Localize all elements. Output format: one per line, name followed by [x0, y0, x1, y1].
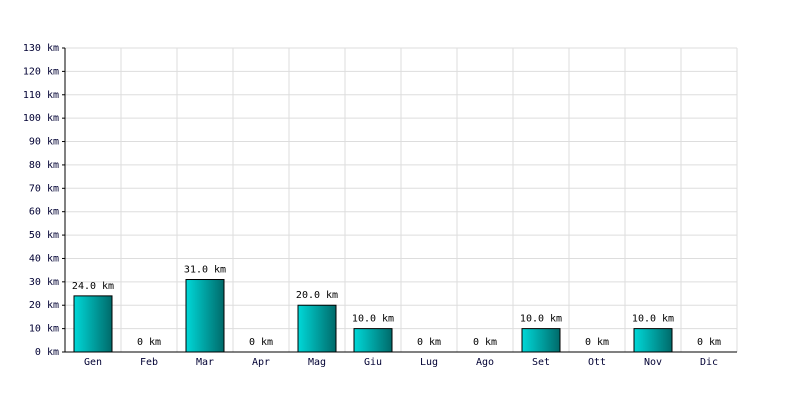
x-tick-label: Lug [420, 357, 438, 368]
x-tick-label: Dic [700, 357, 718, 368]
value-label: 0 km [249, 337, 273, 348]
x-tick-label: Mag [308, 357, 326, 368]
y-tick-label: 30 km [29, 277, 59, 288]
value-label: 10.0 km [520, 314, 562, 325]
y-tick-label: 40 km [29, 253, 59, 264]
value-label: 0 km [697, 337, 721, 348]
y-tick-label: 80 km [29, 160, 59, 171]
x-tick-label: Apr [252, 357, 270, 368]
bar [297, 304, 337, 353]
x-tick-label: Nov [644, 357, 662, 368]
x-tick-label: Gen [84, 357, 102, 368]
value-label: 0 km [137, 337, 161, 348]
value-label: 24.0 km [72, 281, 114, 292]
y-tick-label: 20 km [29, 300, 59, 311]
x-tick-label: Ago [476, 357, 494, 368]
x-tick-label: Mar [196, 357, 214, 368]
bar [185, 279, 225, 353]
value-label: 31.0 km [184, 265, 226, 276]
value-label: 20.0 km [296, 290, 338, 301]
y-tick-label: 90 km [29, 137, 59, 148]
y-tick-label: 100 km [23, 113, 59, 124]
value-label: 0 km [473, 337, 497, 348]
y-tick-label: 120 km [23, 66, 59, 77]
bar [521, 328, 561, 353]
y-tick-label: 110 km [23, 90, 59, 101]
value-label: 0 km [585, 337, 609, 348]
y-tick-label: 0 km [35, 347, 59, 358]
y-tick-label: 50 km [29, 230, 59, 241]
x-tick-label: Giu [364, 357, 382, 368]
bar [353, 328, 393, 353]
bar [73, 295, 113, 353]
bar [633, 328, 673, 353]
value-label: 10.0 km [632, 314, 674, 325]
y-tick-label: 10 km [29, 324, 59, 335]
y-tick-label: 60 km [29, 207, 59, 218]
x-tick-label: Feb [140, 357, 158, 368]
y-tick-label: 130 km [23, 43, 59, 54]
value-label: 10.0 km [352, 314, 394, 325]
value-label: 0 km [417, 337, 441, 348]
y-tick-label: 70 km [29, 183, 59, 194]
x-tick-label: Set [532, 357, 550, 368]
x-tick-label: Ott [588, 357, 606, 368]
